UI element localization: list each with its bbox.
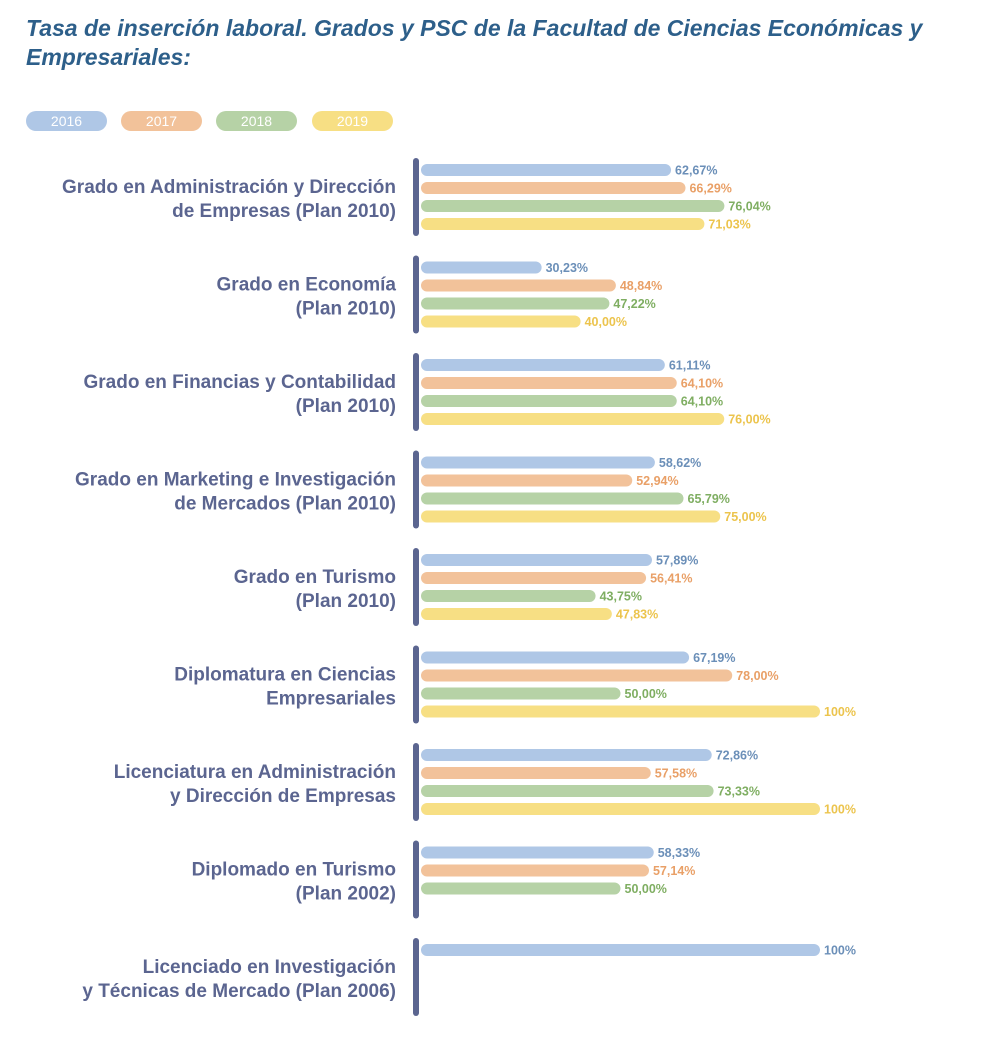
bar-2018 <box>421 882 621 895</box>
data-label: 76,04% <box>728 200 770 214</box>
bar-2019 <box>421 413 725 425</box>
category-label: de Empresas (Plan 2010) <box>172 201 396 222</box>
bar-2017 <box>421 182 686 194</box>
bar-2017 <box>421 864 649 877</box>
category-label: Grado en Economía <box>217 275 397 296</box>
data-label: 100% <box>824 705 856 719</box>
category-label: Diplomatura en Ciencias <box>174 665 396 686</box>
data-label: 30,23% <box>546 261 588 275</box>
bar-2017 <box>421 572 647 584</box>
bar-2017 <box>421 474 633 487</box>
bar-2019 <box>421 315 581 328</box>
data-label: 43,75% <box>600 590 642 604</box>
data-label: 50,00% <box>625 882 667 896</box>
bar-2018 <box>421 687 621 700</box>
category-label: Grado en Marketing e Investigación <box>75 470 396 491</box>
bar-2016 <box>421 749 712 761</box>
bar-2017 <box>421 767 651 779</box>
bar-2016 <box>421 651 690 664</box>
bar-2017 <box>421 377 677 389</box>
category-label: (Plan 2010) <box>296 591 396 612</box>
category-label: (Plan 2002) <box>296 884 396 905</box>
data-label: 47,83% <box>616 608 658 622</box>
bar-2018 <box>421 297 610 310</box>
axis-segment <box>413 840 419 919</box>
bar-2016 <box>421 456 655 469</box>
data-label: 57,58% <box>655 767 697 781</box>
axis-segment <box>413 255 419 334</box>
bar-2019 <box>421 803 820 815</box>
data-label: 40,00% <box>585 315 627 329</box>
category-label: Licenciado en Investigación <box>143 957 396 978</box>
category-label: Empresariales <box>266 689 396 710</box>
data-label: 56,41% <box>650 572 692 586</box>
chart-title: Tasa de inserción laboral. Grados y PSC … <box>26 15 923 70</box>
data-label: 64,10% <box>681 395 723 409</box>
data-label: 76,00% <box>728 413 770 427</box>
axis-segment <box>413 645 419 724</box>
category-label: Grado en Financias y Contabilidad <box>84 372 397 393</box>
bar-2018 <box>421 395 677 407</box>
bar-2016 <box>421 846 654 859</box>
bar-2018 <box>421 200 725 212</box>
data-label: 58,33% <box>658 846 700 860</box>
bar-2017 <box>421 279 616 292</box>
category-label: Grado en Administración y Dirección <box>62 177 396 198</box>
axis-segment <box>413 353 419 431</box>
legend-item-2019: 2019 <box>312 111 393 131</box>
data-label: 67,19% <box>693 651 735 665</box>
bar-2019 <box>421 510 721 523</box>
bar-2019 <box>421 705 820 718</box>
data-label: 47,22% <box>613 297 655 311</box>
category-label: (Plan 2010) <box>296 396 396 417</box>
data-label: 66,29% <box>689 182 731 196</box>
bar-2016 <box>421 944 820 956</box>
category-label: (Plan 2010) <box>296 299 396 320</box>
bar-2018 <box>421 590 596 602</box>
data-label: 100% <box>824 944 856 958</box>
data-label: 64,10% <box>681 377 723 391</box>
category-label: de Mercados (Plan 2010) <box>174 494 396 515</box>
category-label: y Dirección de Empresas <box>170 786 396 807</box>
data-label: 57,14% <box>653 864 695 878</box>
legend-item-2016: 2016 <box>26 111 107 131</box>
category-label: y Técnicas de Mercado (Plan 2006) <box>82 981 396 1002</box>
bar-2017 <box>421 669 733 682</box>
category-label: Licenciatura en Administración <box>114 762 396 783</box>
bar-2018 <box>421 492 684 505</box>
data-label: 73,33% <box>718 785 760 799</box>
axis-segment <box>413 158 419 236</box>
data-label: 62,67% <box>675 164 717 178</box>
bar-2016 <box>421 554 652 566</box>
category-label: Diplomado en Turismo <box>192 860 396 881</box>
data-label: 75,00% <box>724 510 766 524</box>
data-label: 71,03% <box>708 218 750 232</box>
axis-segment <box>413 743 419 821</box>
bar-2016 <box>421 164 672 176</box>
bar-2016 <box>421 261 542 274</box>
bar-2019 <box>421 218 705 230</box>
bar-2019 <box>421 608 612 620</box>
axis-segment <box>413 938 419 1016</box>
bar-2018 <box>421 785 714 797</box>
data-label: 58,62% <box>659 456 701 470</box>
data-label: 57,89% <box>656 554 698 568</box>
data-label: 78,00% <box>736 669 778 683</box>
legend-item-2017: 2017 <box>121 111 202 131</box>
data-label: 52,94% <box>636 474 678 488</box>
legend-item-2018: 2018 <box>216 111 297 131</box>
data-label: 65,79% <box>688 492 730 506</box>
data-label: 72,86% <box>716 749 758 763</box>
axis-segment <box>413 450 419 529</box>
data-label: 50,00% <box>625 687 667 701</box>
category-label: Grado en Turismo <box>234 567 396 588</box>
axis-segment <box>413 548 419 626</box>
data-label: 48,84% <box>620 279 662 293</box>
data-label: 100% <box>824 803 856 817</box>
data-label: 61,11% <box>669 359 711 373</box>
bar-2016 <box>421 359 665 371</box>
